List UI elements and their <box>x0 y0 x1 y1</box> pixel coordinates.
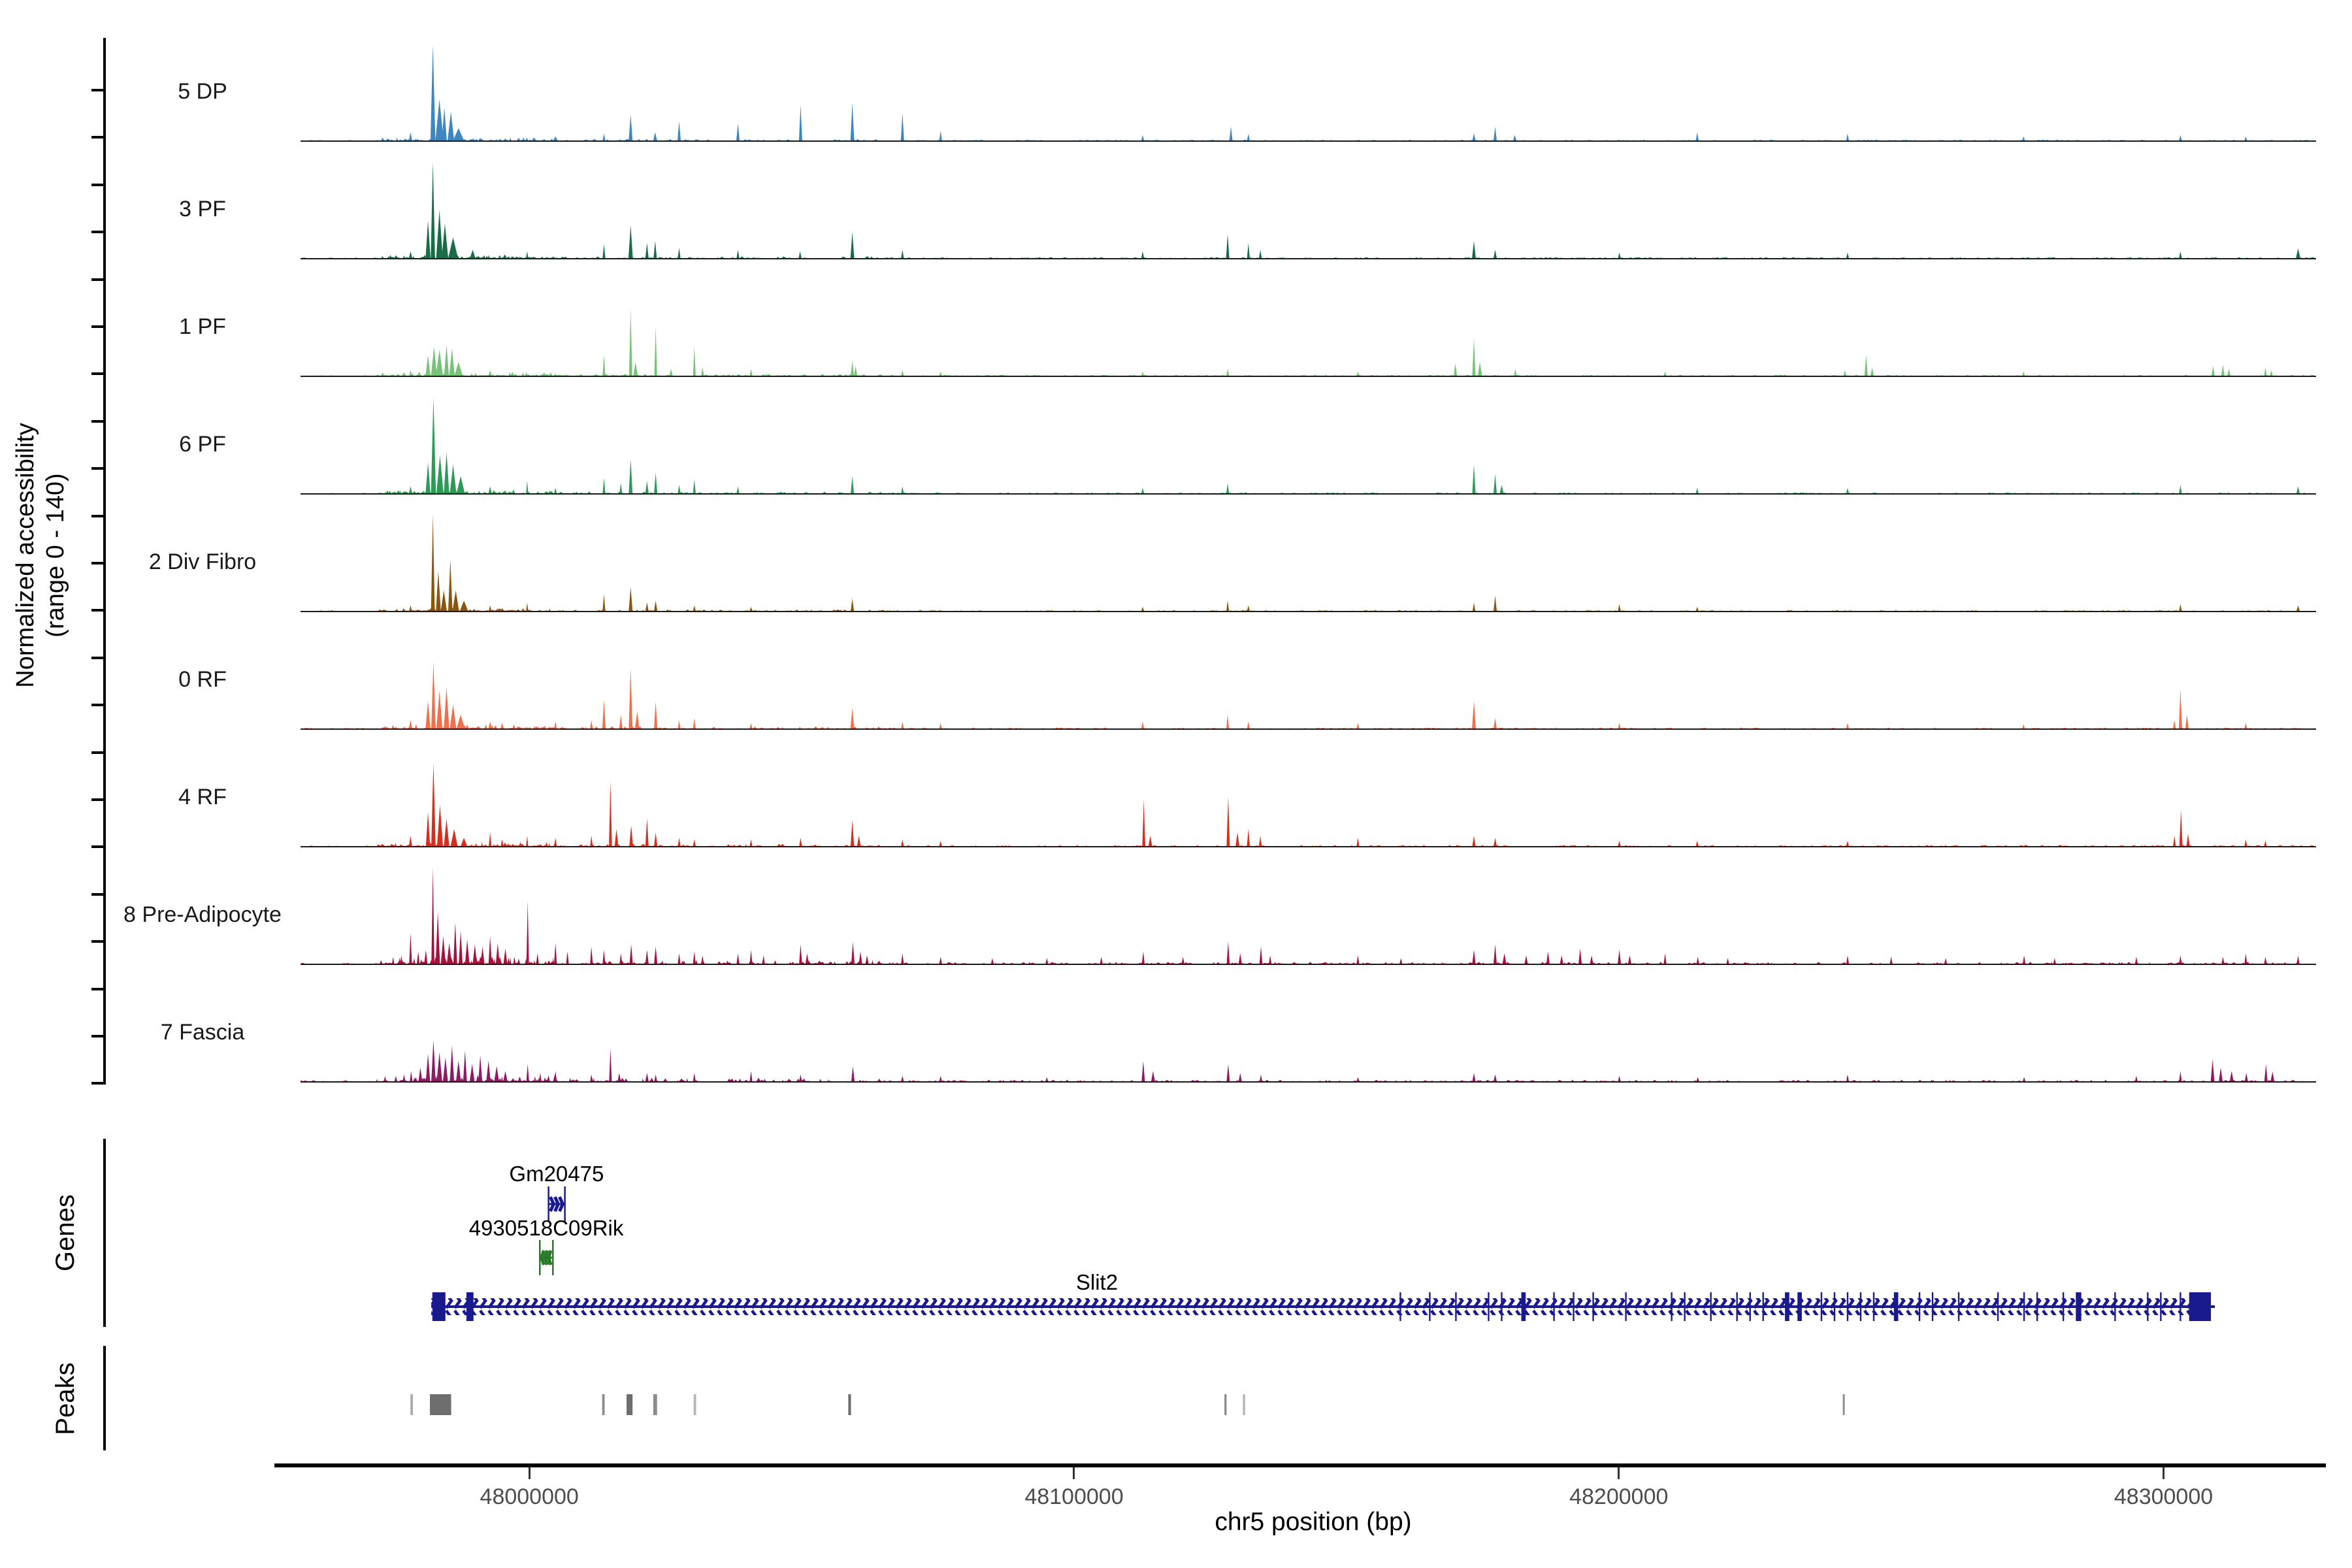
y-axis-tick <box>91 89 103 91</box>
track-label: 0 RF <box>178 666 227 692</box>
y-axis-tick <box>91 798 103 801</box>
track-signal <box>301 868 2316 965</box>
x-axis-tick <box>2163 1467 2165 1479</box>
x-axis-tick <box>528 1467 531 1479</box>
y-axis-tick <box>91 657 103 659</box>
x-axis-tick <box>1073 1467 1075 1479</box>
track-signal <box>301 162 2316 259</box>
track-signal <box>301 515 2316 612</box>
gene-models <box>431 1186 2215 1321</box>
x-axis-tick <box>1618 1467 1620 1479</box>
y-axis-tick <box>91 1082 103 1085</box>
y-axis-tick <box>91 704 103 706</box>
x-axis-tick-label: 48300000 <box>2114 1484 2213 1509</box>
y-axis-tick <box>91 940 103 943</box>
track-signal <box>301 309 2316 377</box>
x-axis-tick-label: 48100000 <box>1024 1484 1124 1509</box>
track-label: 2 Div Fibro <box>148 549 257 574</box>
y-axis-label-line2: (range 0 - 140) <box>42 473 69 638</box>
track-label: 5 DP <box>178 78 227 104</box>
y-axis-tick <box>91 1035 103 1037</box>
track-signal <box>301 1040 2316 1083</box>
gene-name-label: 4930518C09Rik <box>468 1216 624 1240</box>
y-axis-line <box>103 38 106 1085</box>
track-signal <box>301 44 2316 142</box>
peak-intervals <box>410 1394 1845 1415</box>
track-signal <box>301 397 2316 495</box>
y-axis-tick <box>91 325 103 328</box>
y-axis-tick <box>91 184 103 186</box>
track-label: 6 PF <box>179 431 226 457</box>
peaks-section-label: Peaks <box>50 1362 80 1435</box>
y-axis-label-line1: Normalized accessibility <box>12 423 39 688</box>
peaks-axis-line <box>103 1346 106 1450</box>
y-axis-tick <box>91 515 103 517</box>
track-signal <box>301 662 2316 730</box>
y-axis-tick <box>91 231 103 233</box>
y-axis-tick <box>91 467 103 470</box>
track-label: 4 RF <box>178 784 227 809</box>
y-axis-tick <box>91 751 103 754</box>
y-axis-tick <box>91 278 103 281</box>
x-axis-title: chr5 position (bp) <box>1215 1508 1412 1536</box>
track-label: 8 Pre-Adipocyte <box>123 902 282 927</box>
genes-axis-line <box>103 1139 106 1327</box>
y-axis-label: Normalized accessibility (range 0 - 140) <box>10 294 73 817</box>
x-axis-tick-label: 48000000 <box>480 1484 579 1509</box>
y-axis-tick <box>91 562 103 564</box>
y-axis-tick <box>91 609 103 612</box>
x-axis-tick-label: 48200000 <box>1569 1484 1669 1509</box>
y-axis-tick <box>91 136 103 139</box>
y-axis-tick <box>91 372 103 375</box>
gene-name-label: Slit2 <box>1075 1270 1119 1294</box>
y-axis-tick <box>91 988 103 990</box>
track-signal <box>301 762 2316 847</box>
y-axis-tick <box>91 420 103 423</box>
y-axis-tick <box>91 845 103 848</box>
x-axis-line <box>274 1463 2326 1467</box>
y-axis-tick <box>91 893 103 896</box>
gene-name-label: Gm20475 <box>509 1162 604 1186</box>
track-label: 3 PF <box>179 196 226 221</box>
track-label: 1 PF <box>179 314 226 339</box>
track-label: 7 Fascia <box>160 1019 245 1045</box>
